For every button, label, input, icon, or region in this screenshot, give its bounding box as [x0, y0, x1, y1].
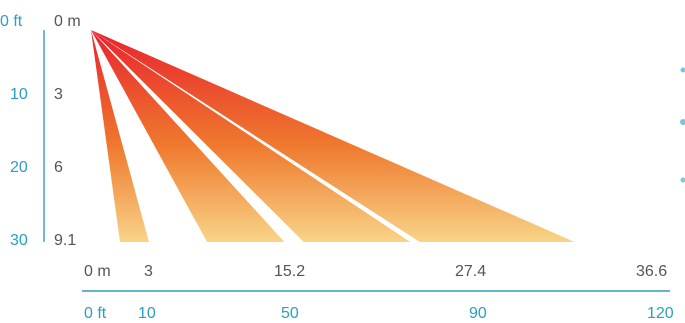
v-meter-label-3: 3 — [54, 86, 63, 103]
v-meter-label-9: 9.1 — [54, 232, 76, 249]
v-feet-label-30: 30 — [10, 232, 28, 249]
beam-3 — [91, 30, 411, 242]
right-edge-fragment — [680, 67, 685, 183]
h-meter-label-36: 36.6 — [636, 263, 667, 280]
h-feet-label-50: 50 — [281, 305, 299, 322]
h-meter-label-3: 3 — [144, 263, 153, 280]
v-feet-label-10: 10 — [10, 86, 28, 103]
v-feet-label-0: 0 ft — [0, 13, 23, 30]
v-meter-label-0: 0 m — [54, 13, 81, 30]
beam-2 — [91, 30, 285, 242]
h-feet-label-10: 10 — [138, 305, 156, 322]
v-feet-label-20: 20 — [10, 159, 28, 176]
v-meter-label-6: 6 — [54, 159, 63, 176]
detection-beams — [91, 30, 575, 242]
h-meter-label-27: 27.4 — [455, 263, 486, 280]
h-feet-label-90: 90 — [469, 305, 487, 322]
h-feet-label-120: 120 — [647, 305, 674, 322]
beam-1 — [91, 30, 149, 242]
beam-4 — [91, 30, 575, 242]
h-meter-label-0: 0 m — [84, 263, 111, 280]
h-meter-label-15: 15.2 — [274, 263, 305, 280]
h-feet-label-0: 0 ft — [84, 305, 107, 322]
